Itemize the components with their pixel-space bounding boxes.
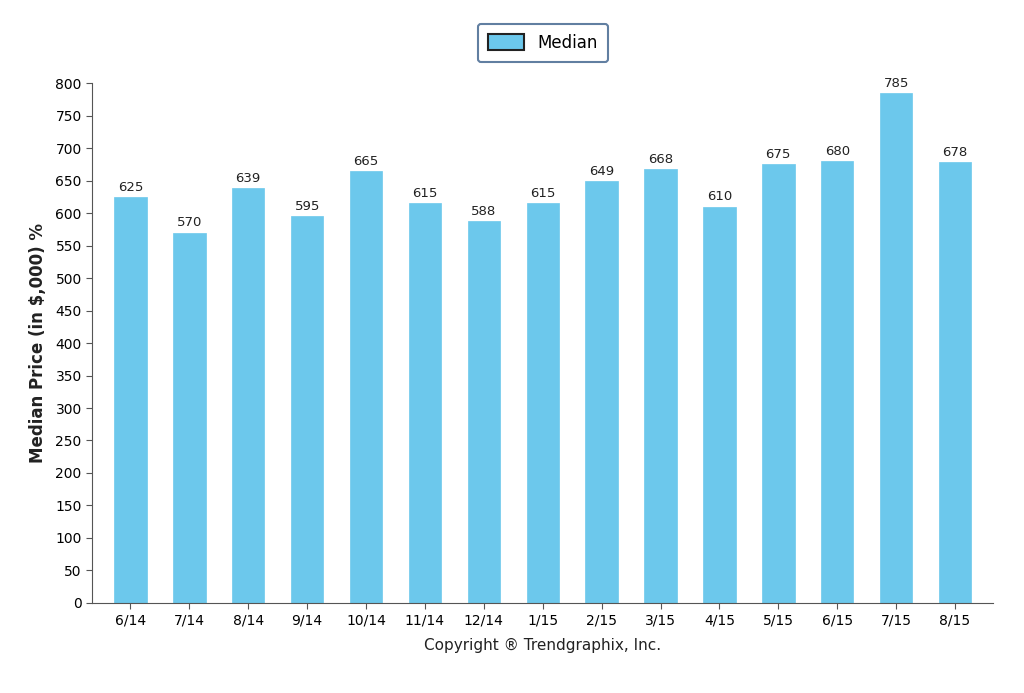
X-axis label: Copyright ® Trendgraphix, Inc.: Copyright ® Trendgraphix, Inc. (424, 638, 662, 653)
Bar (703, 207, 735, 603)
Text: 665: 665 (353, 155, 379, 168)
Text: 668: 668 (648, 152, 673, 166)
Bar (880, 93, 912, 603)
Text: 625: 625 (118, 181, 143, 193)
Bar (115, 197, 146, 603)
Bar (350, 171, 382, 603)
Text: 649: 649 (589, 165, 614, 178)
Text: 615: 615 (530, 187, 555, 200)
Bar (644, 169, 677, 603)
Text: 678: 678 (942, 146, 968, 159)
Text: 595: 595 (295, 200, 319, 213)
Bar (762, 164, 795, 603)
Text: 680: 680 (824, 145, 850, 158)
Bar (939, 162, 971, 603)
Text: 570: 570 (177, 216, 202, 229)
Text: 639: 639 (236, 171, 261, 184)
Bar (821, 161, 853, 603)
Legend: Median: Median (477, 24, 608, 62)
Bar (409, 203, 441, 603)
Text: 588: 588 (471, 204, 497, 218)
Text: 675: 675 (766, 148, 791, 161)
Bar (586, 182, 617, 603)
Text: 785: 785 (884, 77, 908, 89)
Bar (526, 203, 559, 603)
Bar (291, 216, 324, 603)
Y-axis label: Median Price (in $,000) %: Median Price (in $,000) % (29, 223, 47, 463)
Bar (468, 221, 500, 603)
Bar (232, 188, 264, 603)
Bar (173, 233, 206, 603)
Text: 615: 615 (413, 187, 437, 200)
Text: 610: 610 (707, 191, 732, 203)
